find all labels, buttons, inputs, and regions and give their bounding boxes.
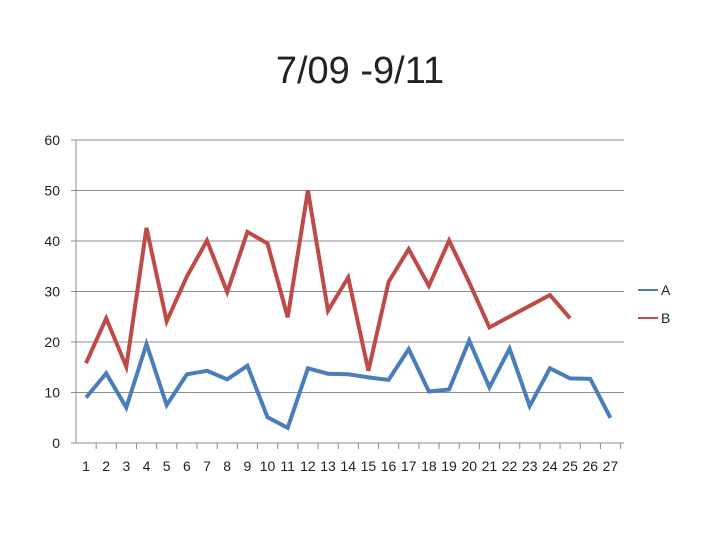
y-tick-label: 0 <box>52 435 60 451</box>
y-tick-label: 10 <box>44 385 60 401</box>
x-tick-label: 19 <box>441 458 457 474</box>
legend-label-a: A <box>661 282 671 298</box>
x-tick-label: 12 <box>300 458 316 474</box>
series-lines <box>84 190 613 431</box>
x-tick-label: 10 <box>260 458 276 474</box>
gridlines <box>76 139 624 393</box>
y-tick-label: 60 <box>44 132 60 148</box>
x-tick-label: 18 <box>421 458 437 474</box>
y-tick-label: 30 <box>44 284 60 300</box>
x-tick-label: 8 <box>223 458 231 474</box>
series-line-b <box>84 190 572 375</box>
x-tick-label: 3 <box>122 458 130 474</box>
x-tick-label: 13 <box>320 458 336 474</box>
x-tick-label: 25 <box>562 458 578 474</box>
y-tick-label: 20 <box>44 334 60 350</box>
x-tick-label: 20 <box>461 458 477 474</box>
x-tick-label: 17 <box>401 458 417 474</box>
x-tick-label: 23 <box>522 458 538 474</box>
x-tick-label: 16 <box>381 458 397 474</box>
x-tick-label: 5 <box>163 458 171 474</box>
legend-label-b: B <box>661 310 670 326</box>
y-tick-label: 50 <box>44 183 60 199</box>
x-tick-label: 21 <box>482 458 498 474</box>
x-tick-label: 27 <box>603 458 619 474</box>
x-tick-label: 9 <box>243 458 251 474</box>
x-tick-label: 7 <box>203 458 211 474</box>
series-line-a <box>84 335 613 431</box>
x-tick-label: 2 <box>102 458 110 474</box>
y-axis-ticks: 0 10 20 30 40 50 60 <box>44 132 76 451</box>
x-tick-label: 4 <box>143 458 151 474</box>
y-tick-label: 40 <box>44 233 60 249</box>
chart-title: 7/09 -9/11 <box>276 50 444 92</box>
x-tick-label: 14 <box>340 458 356 474</box>
x-tick-label: 26 <box>582 458 598 474</box>
x-tick-label: 11 <box>280 458 295 474</box>
x-axis-ticks: 1 2 3 4 5 6 7 8 9 10 11 12 13 14 15 16 17 18 19 20 21 22 23 24 2… <box>82 443 622 474</box>
x-tick-label: 6 <box>183 458 191 474</box>
x-tick-label: 1 <box>82 458 90 474</box>
x-tick-label: 24 <box>542 458 558 474</box>
x-tick-label: 22 <box>502 458 518 474</box>
x-tick-label: 15 <box>361 458 377 474</box>
legend: AB <box>638 282 671 326</box>
